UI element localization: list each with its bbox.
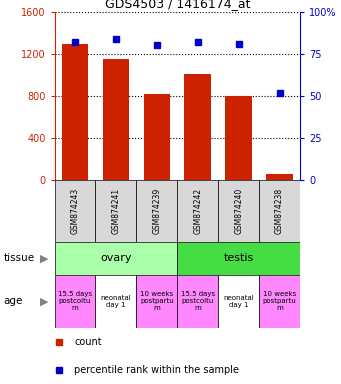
Text: neonatal
day 1: neonatal day 1 [223,295,254,308]
Bar [55,275,95,328]
Bar [177,242,300,275]
Bar [55,180,95,242]
Bar [218,275,259,328]
Text: ▶: ▶ [40,296,48,306]
Text: GSM874243: GSM874243 [71,188,79,234]
Text: 15.5 days
postcoitu
m: 15.5 days postcoitu m [181,291,215,311]
Bar [144,94,170,180]
Bar [55,242,177,275]
Text: testis: testis [224,253,254,263]
Bar [62,44,88,180]
Text: count: count [74,337,102,347]
Bar [177,275,218,328]
Text: 10 weeks
postpartu
m: 10 weeks postpartu m [140,291,174,311]
Text: GSM874242: GSM874242 [193,188,202,234]
Text: age: age [3,296,23,306]
Text: GSM874239: GSM874239 [152,188,161,234]
Bar [95,180,136,242]
Bar [95,275,136,328]
Text: ovary: ovary [100,253,132,263]
Bar [259,180,300,242]
Text: 10 weeks
postpartu
m: 10 weeks postpartu m [263,291,296,311]
Title: GDS4503 / 1416174_at: GDS4503 / 1416174_at [105,0,250,10]
Text: GSM874240: GSM874240 [234,188,243,234]
Bar [177,180,218,242]
Text: GSM874238: GSM874238 [275,188,284,234]
Text: percentile rank within the sample: percentile rank within the sample [74,365,239,375]
Text: ▶: ▶ [40,253,48,263]
Text: tissue: tissue [3,253,34,263]
Bar [184,74,211,180]
Bar [103,59,129,180]
Bar [266,174,293,180]
Bar [259,275,300,328]
Bar [225,96,252,180]
Bar [136,180,177,242]
Bar [136,275,177,328]
Text: GSM874241: GSM874241 [112,188,120,234]
Text: 15.5 days
postcoitu
m: 15.5 days postcoitu m [58,291,92,311]
Bar [218,180,259,242]
Text: neonatal
day 1: neonatal day 1 [101,295,131,308]
